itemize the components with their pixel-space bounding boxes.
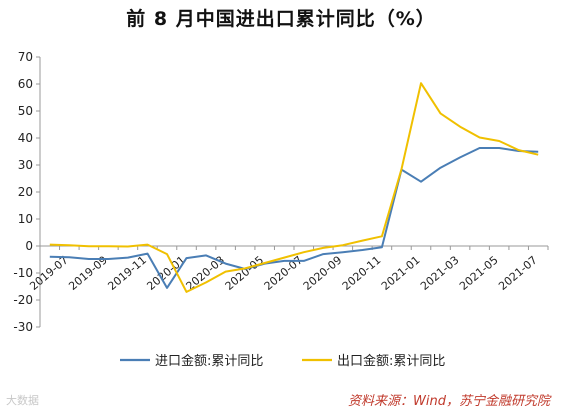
y-axis: -30 -20 -10 0 10 20 30 40 50 60 70	[13, 50, 41, 334]
y-tick-label: 0	[25, 239, 33, 253]
x-tick-label: 2020-07	[262, 253, 306, 293]
source-note: 资料来源：Wind，苏宁金融研究院	[348, 394, 550, 409]
x-tick-label: 2019-07	[27, 253, 71, 293]
series-line-2	[49, 82, 539, 293]
x-tick-label: 2020-11	[340, 253, 384, 293]
y-tick-label: -10	[13, 266, 33, 280]
y-tick-label: 60	[18, 77, 33, 91]
x-tick-label: 2021-07	[496, 253, 540, 293]
x-tick-label: 2020-05	[223, 253, 267, 293]
x-axis: 2019-072019-092019-112020-012020-032020-…	[27, 245, 549, 293]
series-layer	[49, 82, 539, 293]
legend-label-2: 出口金额:累计同比	[337, 353, 445, 369]
x-tick-label: 2021-05	[457, 253, 501, 293]
y-tick-label: 20	[18, 185, 33, 199]
x-tick-label: 2021-01	[379, 253, 423, 293]
y-tick-label: 40	[18, 131, 33, 145]
legend: 进口金额:累计同比 出口金额:累计同比	[120, 353, 445, 369]
y-tick-label: -30	[13, 320, 33, 334]
legend-label-1: 进口金额:累计同比	[155, 353, 263, 369]
x-tick-label: 2021-03	[418, 253, 462, 293]
series-line-1	[49, 147, 539, 289]
y-tick-label: 10	[18, 212, 33, 226]
y-tick-label: -20	[13, 293, 33, 307]
y-tick-label: 50	[18, 104, 33, 118]
y-tick-label: 30	[18, 158, 33, 172]
chart-title: 前 8 月中国进出口累计同比（%）	[126, 8, 436, 30]
y-tick-label: 70	[18, 50, 33, 64]
watermark: 大数据	[6, 394, 39, 407]
